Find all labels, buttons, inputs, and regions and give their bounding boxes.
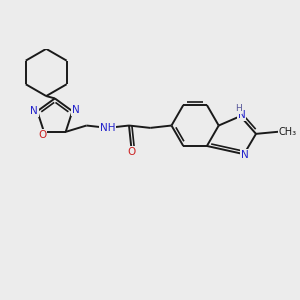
Text: N: N bbox=[241, 150, 249, 160]
Text: H: H bbox=[235, 104, 242, 113]
Text: NH: NH bbox=[100, 123, 116, 133]
Text: CH₃: CH₃ bbox=[278, 127, 297, 136]
Text: N: N bbox=[238, 110, 245, 120]
Text: O: O bbox=[38, 130, 47, 140]
Text: N: N bbox=[30, 106, 38, 116]
Text: O: O bbox=[127, 147, 136, 157]
Text: N: N bbox=[72, 105, 80, 115]
